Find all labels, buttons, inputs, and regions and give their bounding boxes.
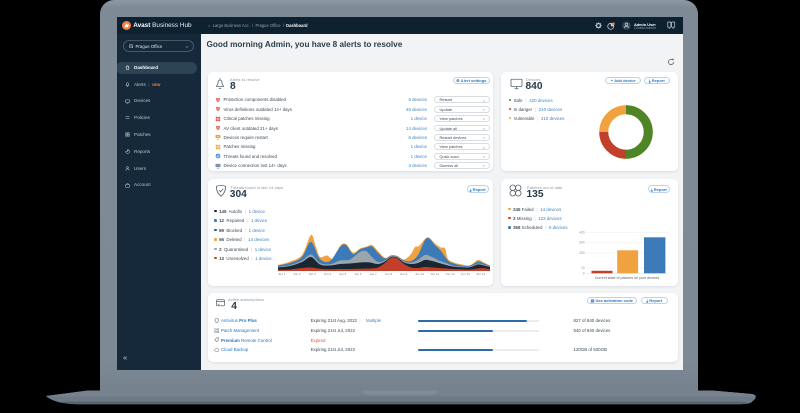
- svg-text:10: 10: [580, 266, 584, 270]
- svg-text:0: 0: [582, 271, 584, 275]
- svg-text:300: 300: [579, 240, 585, 244]
- svg-text:400: 400: [579, 230, 585, 234]
- svg-text:200: 200: [579, 251, 585, 255]
